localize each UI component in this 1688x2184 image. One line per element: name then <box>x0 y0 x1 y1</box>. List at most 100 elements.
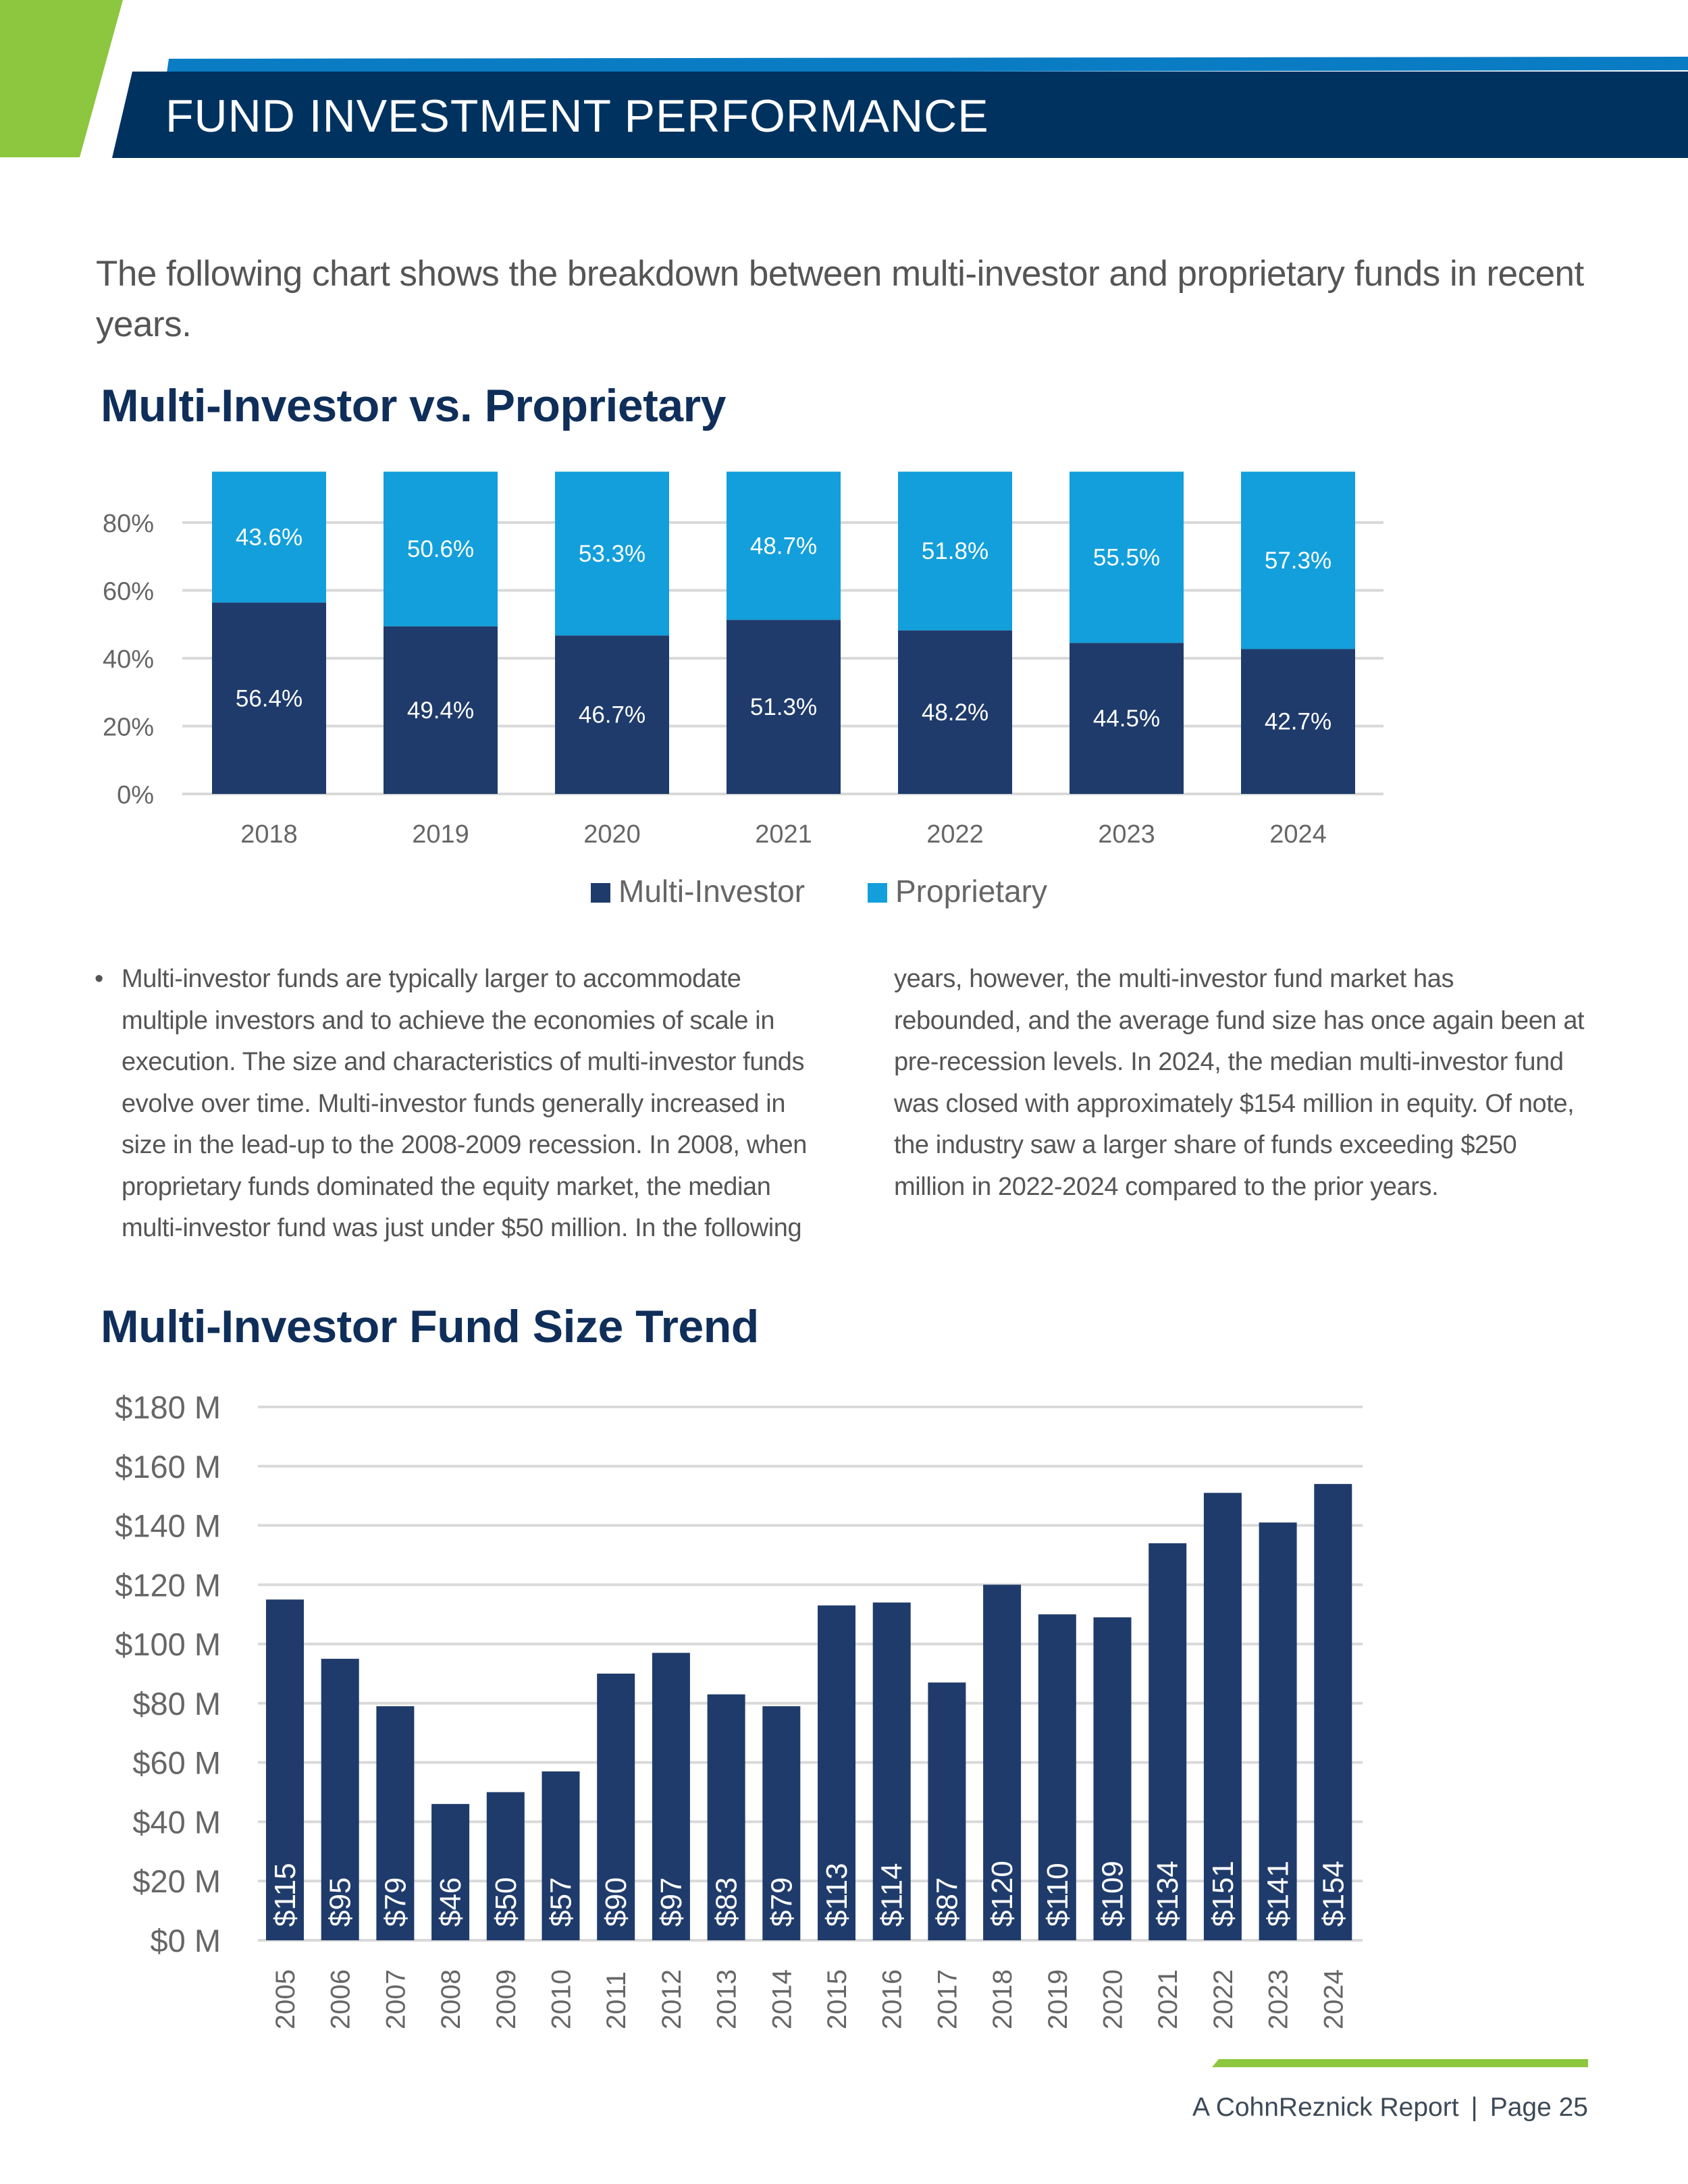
data-label-proprietary: 53.3% <box>579 541 645 567</box>
data-label-multi-investor: 49.4% <box>407 697 474 724</box>
data-label-multi-investor: 46.7% <box>579 702 645 728</box>
data-label-multi-investor: 56.4% <box>236 685 302 712</box>
data-label: $134 <box>1151 1861 1184 1927</box>
x-tick-label: 2018 <box>988 1969 1018 2029</box>
y-tick-label: 0% <box>117 781 154 809</box>
data-label: $114 <box>876 1863 909 1927</box>
data-label-multi-investor: 42.7% <box>1265 709 1331 735</box>
bar <box>1093 1617 1132 1940</box>
data-label: $95 <box>324 1877 357 1927</box>
data-label: $115 <box>269 1863 302 1927</box>
data-label: $46 <box>434 1877 467 1927</box>
x-tick-label: 2014 <box>767 1969 797 2029</box>
bar <box>321 1659 359 1940</box>
bar <box>266 1599 304 1940</box>
x-tick-label: 2022 <box>926 820 984 849</box>
data-label-proprietary: 57.3% <box>1265 548 1331 574</box>
body-text: Multi-investor funds are typically large… <box>122 959 1587 1250</box>
stacked-bar-chart: 0% 20% 40% 60% 80% 43.6% 56.4% 2018 50.6% 49.4% 20… <box>103 471 1383 909</box>
x-tick-label: 2019 <box>412 820 469 849</box>
header-banner <box>0 0 1688 158</box>
green-accent-shape <box>0 0 123 157</box>
data-label: $154 <box>1317 1861 1350 1927</box>
footer-separator: | <box>1471 2093 1478 2122</box>
bar-proprietary <box>384 471 498 627</box>
data-label-proprietary: 50.6% <box>407 536 474 562</box>
y-tick-label: 40% <box>103 645 154 674</box>
x-tick-label: 2008 <box>436 1969 466 2029</box>
bar <box>707 1694 745 1940</box>
x-tick-label: 2015 <box>822 1969 852 2029</box>
x-tick-label: 2018 <box>240 820 298 849</box>
bar <box>818 1605 855 1940</box>
x-tick-label: 2013 <box>712 1969 742 2029</box>
bar-multi-investor <box>1241 649 1355 794</box>
chart1-title: Multi-Investor vs. Proprietary <box>101 380 726 431</box>
bar <box>486 1792 525 1940</box>
bar-multi-investor <box>212 602 326 794</box>
bar-proprietary <box>898 471 1012 631</box>
data-label-proprietary: 48.7% <box>750 533 817 559</box>
bar <box>1203 1493 1242 1940</box>
bar <box>597 1674 635 1940</box>
legend-label-multi-investor: Multi-Investor <box>618 874 805 909</box>
data-label-multi-investor: 51.3% <box>750 694 817 720</box>
footer-green-line <box>1212 2059 1588 2067</box>
y-tick-label: $180 M <box>115 1389 221 1425</box>
y-tick-label: $40 M <box>132 1804 221 1840</box>
data-label: $113 <box>820 1863 853 1927</box>
bar-multi-investor <box>898 630 1012 794</box>
y-tick-label: $0 M <box>151 1923 221 1959</box>
bar <box>872 1602 911 1940</box>
data-label: $87 <box>930 1877 964 1927</box>
intro-text: The following chart shows the breakdown … <box>96 254 1584 344</box>
bar <box>542 1771 580 1940</box>
x-tick-label: 2016 <box>878 1969 907 2029</box>
x-tick-label: 2012 <box>657 1969 687 2029</box>
data-label: $120 <box>986 1861 1019 1927</box>
data-label: $50 <box>490 1877 523 1927</box>
x-tick-label: 2021 <box>1153 1969 1183 2029</box>
blue-accent-strip <box>167 57 1688 73</box>
x-tick-label: 2006 <box>326 1969 356 2029</box>
y-tick-label: $140 M <box>115 1508 221 1544</box>
bar <box>431 1804 470 1940</box>
y-tick-label: 20% <box>103 714 154 742</box>
x-tick-label: 2005 <box>271 1969 300 2029</box>
y-tick-label: 60% <box>103 578 154 606</box>
x-tick-label: 2024 <box>1269 820 1327 849</box>
bar-proprietary <box>1241 471 1355 649</box>
data-label: $90 <box>600 1877 633 1927</box>
bar-multi-investor <box>555 635 669 794</box>
legend-swatch-proprietary <box>868 883 887 903</box>
data-label-proprietary: 43.6% <box>236 525 302 551</box>
x-tick-label: 2021 <box>755 820 812 849</box>
data-label: $79 <box>765 1877 798 1927</box>
data-label-multi-investor: 44.5% <box>1093 705 1160 732</box>
y-tick-label: $100 M <box>115 1626 221 1662</box>
fund-size-bar-chart: $0 M $20 M $40 M $60 M $80 M $100 M $120 M $140… <box>115 1389 1363 2029</box>
x-tick-label: 2024 <box>1319 1969 1348 2029</box>
x-tick-label: 2020 <box>583 820 641 849</box>
bar <box>983 1584 1022 1940</box>
y-tick-label: 80% <box>103 510 154 538</box>
y-tick-label: $80 M <box>132 1686 221 1722</box>
bar-proprietary <box>555 471 669 636</box>
bar <box>376 1706 415 1940</box>
x-tick-label: 2017 <box>932 1969 962 2029</box>
data-label: $97 <box>655 1877 688 1927</box>
chart2-title: Multi-Investor Fund Size Trend <box>101 1301 759 1352</box>
x-tick-label: 2020 <box>1099 1969 1128 2029</box>
bar <box>1314 1484 1352 1940</box>
bar <box>762 1706 801 1940</box>
bar <box>652 1653 690 1940</box>
bar-multi-investor <box>384 626 498 794</box>
bullet-marker: • <box>95 965 104 993</box>
data-label-multi-investor: 48.2% <box>922 699 988 726</box>
footer-report-name: A CohnReznick Report <box>1192 2093 1459 2122</box>
x-tick-label: 2023 <box>1098 820 1155 849</box>
legend-label-proprietary: Proprietary <box>895 874 1047 909</box>
y-tick-label: $20 M <box>132 1863 221 1899</box>
data-label: $110 <box>1041 1863 1074 1927</box>
header-navy-bar <box>112 72 1688 158</box>
